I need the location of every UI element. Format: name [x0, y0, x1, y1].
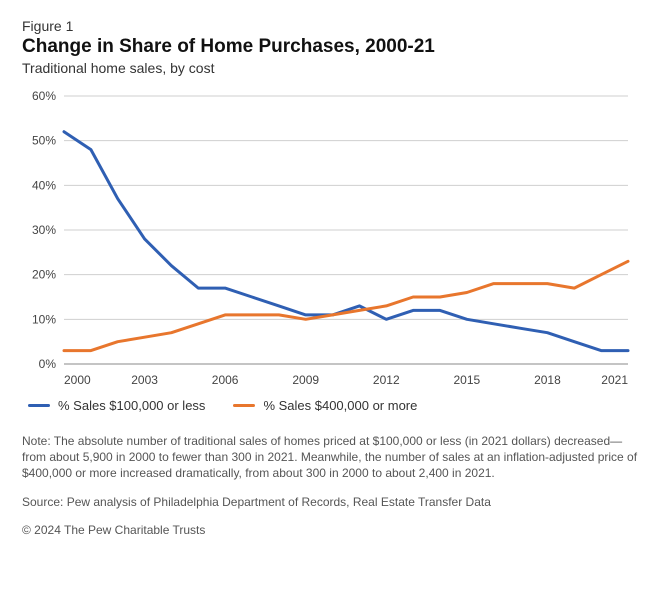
svg-text:2018: 2018	[534, 373, 561, 387]
note-text: Note: The absolute number of traditional…	[22, 433, 638, 482]
svg-text:40%: 40%	[32, 178, 56, 192]
legend-item-1: % Sales $400,000 or more	[233, 398, 417, 413]
legend: % Sales $100,000 or less % Sales $400,00…	[22, 398, 638, 413]
chart-subtitle: Traditional home sales, by cost	[22, 60, 638, 76]
svg-text:20%: 20%	[32, 268, 56, 282]
chart-svg: 0% 10% 20% 30% 40% 50% 60% 2000 2003 2006 2009 2012…	[22, 90, 638, 390]
svg-text:2000: 2000	[64, 373, 91, 387]
svg-text:50%: 50%	[32, 134, 56, 148]
svg-text:0%: 0%	[39, 357, 57, 371]
svg-text:2012: 2012	[373, 373, 400, 387]
figure-label: Figure 1	[22, 18, 638, 34]
figure-container: Figure 1 Change in Share of Home Purchas…	[0, 0, 660, 591]
chart-title: Change in Share of Home Purchases, 2000-…	[22, 36, 638, 58]
copyright-text: © 2024 The Pew Charitable Trusts	[22, 522, 638, 538]
legend-label-1: % Sales $400,000 or more	[263, 398, 417, 413]
svg-text:2003: 2003	[131, 373, 158, 387]
svg-text:60%: 60%	[32, 90, 56, 103]
line-chart: 0% 10% 20% 30% 40% 50% 60% 2000 2003 2006 2009 2012…	[22, 90, 638, 390]
svg-text:2015: 2015	[454, 373, 481, 387]
svg-text:2021: 2021	[601, 373, 628, 387]
source-text: Source: Pew analysis of Philadelphia Dep…	[22, 494, 638, 510]
legend-label-0: % Sales $100,000 or less	[58, 398, 205, 413]
legend-swatch-1	[233, 404, 255, 408]
legend-swatch-0	[28, 404, 50, 408]
svg-text:30%: 30%	[32, 223, 56, 237]
svg-text:2009: 2009	[292, 373, 319, 387]
svg-text:10%: 10%	[32, 312, 56, 326]
legend-item-0: % Sales $100,000 or less	[28, 398, 205, 413]
svg-text:2006: 2006	[212, 373, 239, 387]
